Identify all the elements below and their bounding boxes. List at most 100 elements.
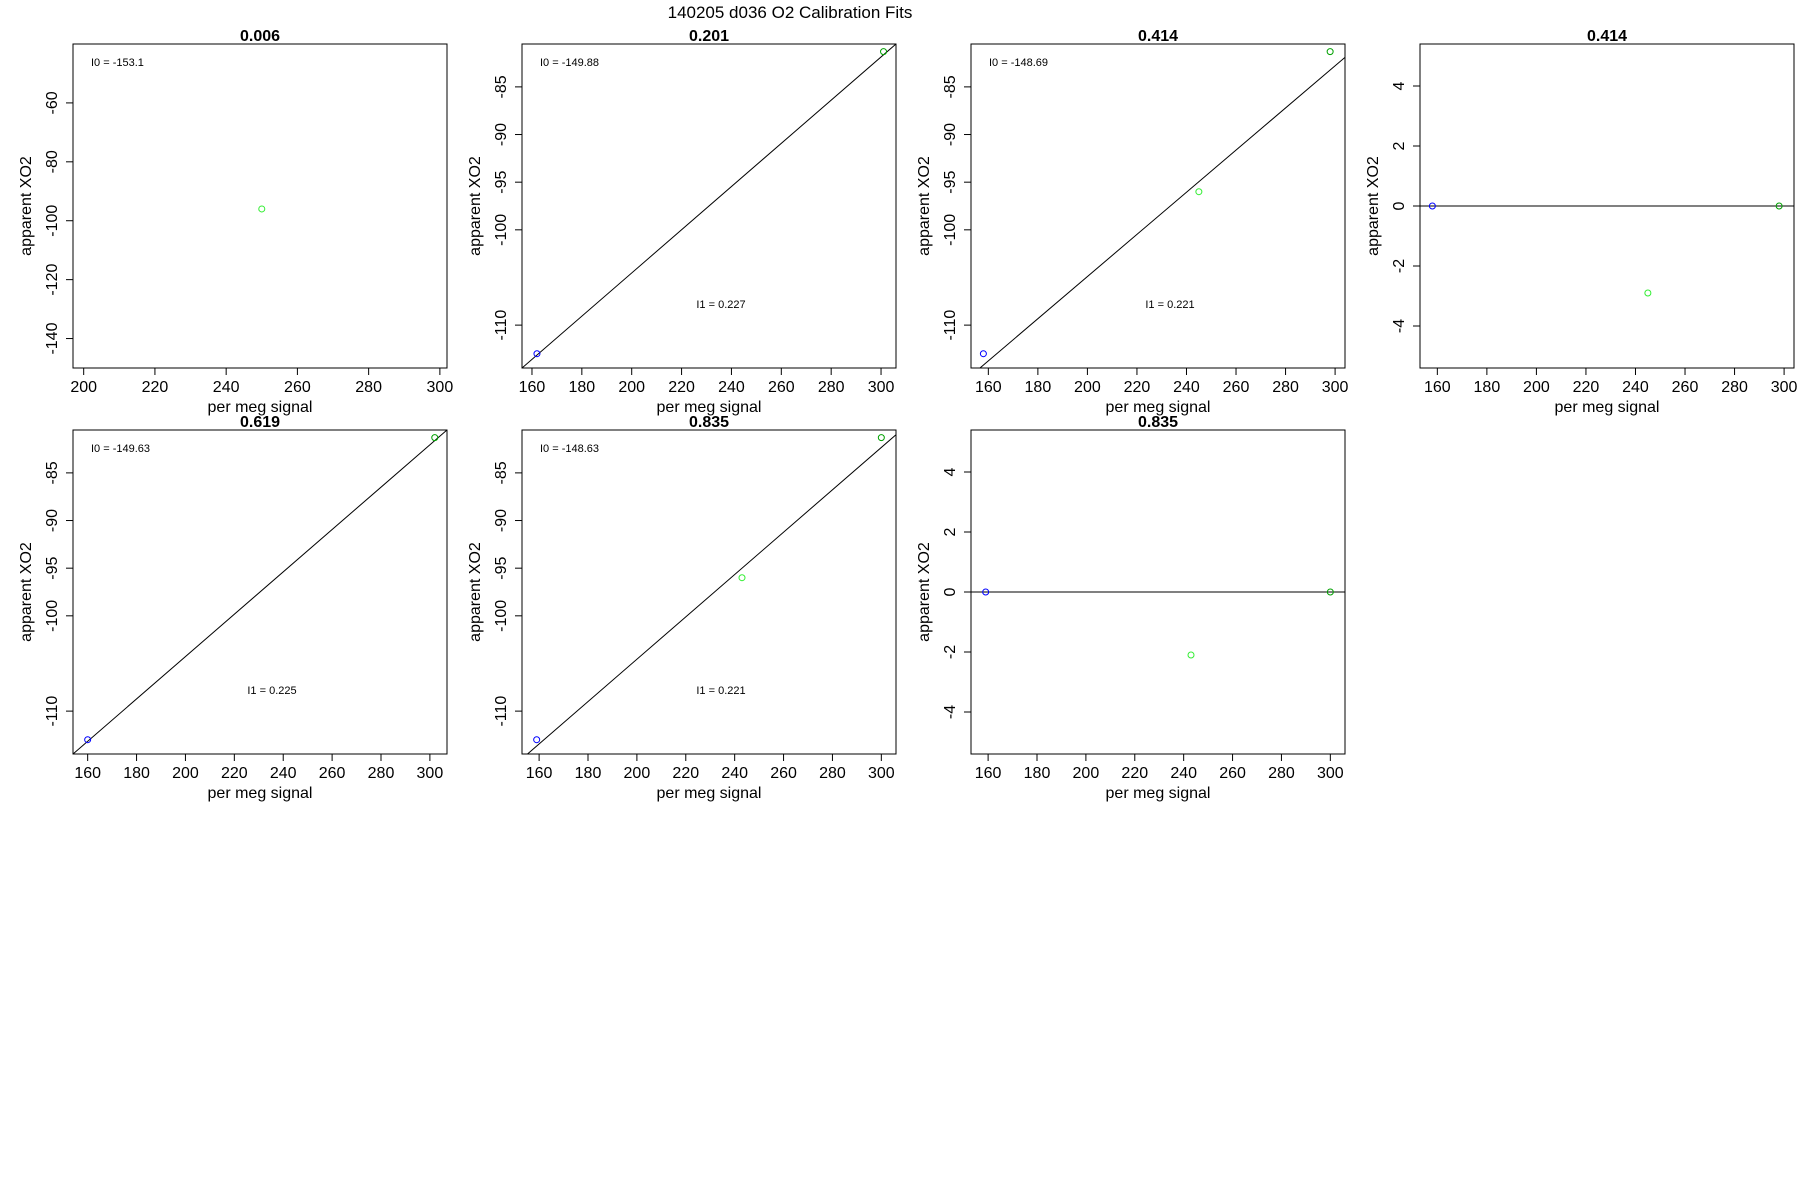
plot-frame xyxy=(521,429,897,755)
x-tick-label: 260 xyxy=(284,379,311,396)
data-point xyxy=(84,736,92,744)
y-tick-label: -85 xyxy=(942,75,959,98)
plot-frame xyxy=(521,43,897,369)
x-tick-label: 220 xyxy=(1573,379,1600,396)
x-axis-label: per meg signal xyxy=(208,399,313,416)
fit-annotation: I0 = -148.69 xyxy=(989,57,1048,69)
y-tick-label: -95 xyxy=(942,171,959,194)
x-tick-label: 200 xyxy=(70,379,97,396)
fit-annotation: I0 = -148.63 xyxy=(540,443,599,455)
x-tick-label: 220 xyxy=(1124,379,1151,396)
data-point xyxy=(1326,588,1334,596)
y-tick-label: 0 xyxy=(1391,201,1408,210)
x-axis-label: per meg signal xyxy=(1106,785,1211,802)
x-axis-label: per meg signal xyxy=(657,785,762,802)
x-tick-label: 180 xyxy=(1474,379,1501,396)
data-point xyxy=(979,350,987,358)
x-tick-label: 180 xyxy=(1024,765,1051,782)
data-point xyxy=(533,350,541,358)
x-tick-label: 300 xyxy=(868,379,895,396)
x-tick-label: 160 xyxy=(74,765,101,782)
x-tick-label: 160 xyxy=(1424,379,1451,396)
data-point xyxy=(431,434,439,442)
x-tick-label: 240 xyxy=(1173,379,1200,396)
x-tick-label: 200 xyxy=(1074,379,1101,396)
x-tick-label: 280 xyxy=(1721,379,1748,396)
fit-line xyxy=(73,430,447,754)
fit-line xyxy=(522,44,896,368)
x-tick-label: 300 xyxy=(868,765,895,782)
y-tick-label: -60 xyxy=(44,91,61,114)
x-tick-label: 300 xyxy=(427,379,454,396)
panel-title: 0.835 xyxy=(1138,414,1178,431)
panel-6: 0.835 160 180 200 220 240 260 280 300 -110 -100 -95… xyxy=(467,414,897,802)
x-tick-label: 300 xyxy=(1322,379,1349,396)
data-point xyxy=(877,434,885,442)
x-axis-label: per meg signal xyxy=(1555,399,1660,416)
x-tick-label: 220 xyxy=(668,379,695,396)
x-tick-label: 300 xyxy=(1771,379,1798,396)
x-tick-label: 180 xyxy=(568,379,595,396)
y-tick-label: -90 xyxy=(493,123,510,146)
panel-3: 0.414 160 180 200 220 240 260 280 300 -110 -100 -95… xyxy=(916,28,1349,416)
y-tick-label: -110 xyxy=(44,696,61,727)
fit-annotation: I0 = -149.88 xyxy=(540,57,599,69)
y-tick-label: -4 xyxy=(942,705,959,719)
x-tick-label: 220 xyxy=(142,379,169,396)
y-tick-label: -85 xyxy=(493,461,510,484)
y-tick-label: -85 xyxy=(493,75,510,98)
y-tick-label: -4 xyxy=(1391,319,1408,333)
x-tick-label: 280 xyxy=(818,379,845,396)
x-tick-label: 200 xyxy=(1523,379,1550,396)
panel-title: 0.414 xyxy=(1587,28,1627,45)
y-tick-label: -90 xyxy=(493,509,510,532)
data-point xyxy=(1644,289,1652,297)
y-axis-label: apparent XO2 xyxy=(467,156,484,256)
x-tick-label: 180 xyxy=(123,765,150,782)
data-point xyxy=(1428,202,1436,210)
data-point xyxy=(1187,651,1195,659)
y-tick-label: 0 xyxy=(942,587,959,596)
panel-5: 0.619 160 180 200 220 240 260 280 300 -110 -100 -95… xyxy=(18,414,448,802)
data-point xyxy=(533,736,541,744)
x-tick-label: 240 xyxy=(1170,765,1197,782)
x-tick-label: 220 xyxy=(1121,765,1148,782)
y-tick-label: -90 xyxy=(44,509,61,532)
y-tick-label: -2 xyxy=(942,645,959,659)
x-tick-label: 280 xyxy=(1268,765,1295,782)
panel-title: 0.201 xyxy=(689,28,729,45)
x-tick-label: 160 xyxy=(519,379,546,396)
y-tick-label: -100 xyxy=(493,600,510,632)
plot-frame xyxy=(970,43,1346,369)
y-tick-label: -100 xyxy=(493,214,510,246)
y-tick-label: -140 xyxy=(44,322,61,354)
panel-title: 0.414 xyxy=(1138,28,1178,45)
y-tick-label: -110 xyxy=(942,310,959,341)
y-tick-label: -110 xyxy=(493,696,510,727)
x-axis-label: per meg signal xyxy=(657,399,762,416)
panel-title: 0.835 xyxy=(689,414,729,431)
fit-line xyxy=(526,434,896,754)
y-tick-label: 2 xyxy=(942,527,959,536)
x-tick-label: 280 xyxy=(1272,379,1299,396)
y-tick-label: 4 xyxy=(1391,81,1408,90)
x-tick-label: 220 xyxy=(672,765,699,782)
fit-annotation: I0 = -149.63 xyxy=(91,443,150,455)
y-tick-label: -100 xyxy=(44,600,61,632)
x-tick-label: 160 xyxy=(975,379,1002,396)
y-axis-label: apparent XO2 xyxy=(916,156,933,256)
x-tick-label: 240 xyxy=(213,379,240,396)
x-tick-label: 240 xyxy=(270,765,297,782)
x-tick-label: 200 xyxy=(618,379,645,396)
fit-annotation: I1 = 0.225 xyxy=(247,685,296,697)
x-tick-label: 240 xyxy=(721,765,748,782)
x-tick-label: 180 xyxy=(575,765,602,782)
fit-annotation: I1 = 0.221 xyxy=(696,685,745,697)
y-axis-label: apparent XO2 xyxy=(18,156,35,256)
data-point xyxy=(1195,188,1203,196)
panel-title: 0.619 xyxy=(240,414,280,431)
y-tick-label: -90 xyxy=(942,123,959,146)
x-tick-label: 260 xyxy=(768,379,795,396)
y-tick-label: -2 xyxy=(1391,259,1408,273)
